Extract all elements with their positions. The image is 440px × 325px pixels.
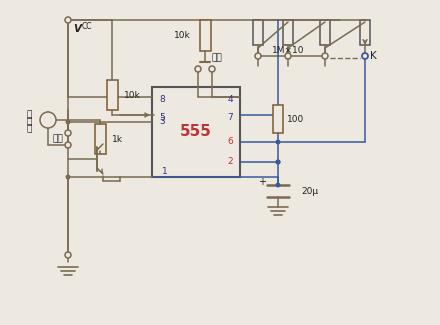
Circle shape	[362, 53, 368, 59]
Text: 1: 1	[162, 167, 168, 176]
Text: CC: CC	[82, 22, 92, 31]
Circle shape	[65, 130, 71, 136]
Circle shape	[40, 112, 56, 128]
Circle shape	[65, 142, 71, 148]
Text: V: V	[73, 24, 81, 34]
Circle shape	[65, 252, 71, 258]
Bar	[152, 87, 240, 177]
Circle shape	[65, 17, 71, 23]
Bar	[95, 124, 106, 154]
Bar	[253, 20, 263, 45]
Text: 示: 示	[27, 118, 32, 126]
Circle shape	[255, 53, 261, 59]
Text: 10k: 10k	[174, 31, 191, 40]
Text: 1k: 1k	[112, 135, 123, 144]
Text: 3: 3	[159, 118, 165, 126]
Text: 20μ: 20μ	[301, 187, 318, 196]
Circle shape	[275, 160, 281, 164]
Text: 灯: 灯	[27, 124, 32, 134]
Circle shape	[275, 183, 281, 188]
Bar	[320, 20, 330, 45]
Text: 5: 5	[159, 112, 165, 122]
Bar	[199, 20, 210, 51]
Text: 指: 指	[27, 111, 32, 120]
Text: 7: 7	[227, 112, 233, 122]
Circle shape	[285, 53, 291, 59]
Circle shape	[66, 175, 70, 179]
Circle shape	[209, 66, 215, 72]
Text: 1M×10: 1M×10	[272, 46, 304, 55]
Circle shape	[66, 120, 70, 124]
Circle shape	[275, 139, 281, 145]
Circle shape	[322, 53, 328, 59]
Text: 强复: 强复	[211, 54, 222, 62]
Bar	[273, 105, 283, 133]
Text: 2: 2	[227, 158, 233, 166]
Bar	[360, 20, 370, 45]
Circle shape	[275, 160, 281, 164]
Bar	[106, 80, 117, 110]
Text: 555: 555	[180, 124, 212, 139]
Circle shape	[195, 66, 201, 72]
Text: 6: 6	[227, 137, 233, 147]
Text: 10k: 10k	[124, 90, 141, 99]
Text: 8: 8	[159, 95, 165, 103]
Bar	[283, 20, 293, 45]
Text: 4: 4	[227, 95, 233, 103]
Text: K: K	[370, 51, 376, 61]
Text: 启动: 启动	[52, 135, 63, 144]
Text: 100: 100	[287, 114, 304, 124]
Text: +: +	[258, 177, 266, 187]
